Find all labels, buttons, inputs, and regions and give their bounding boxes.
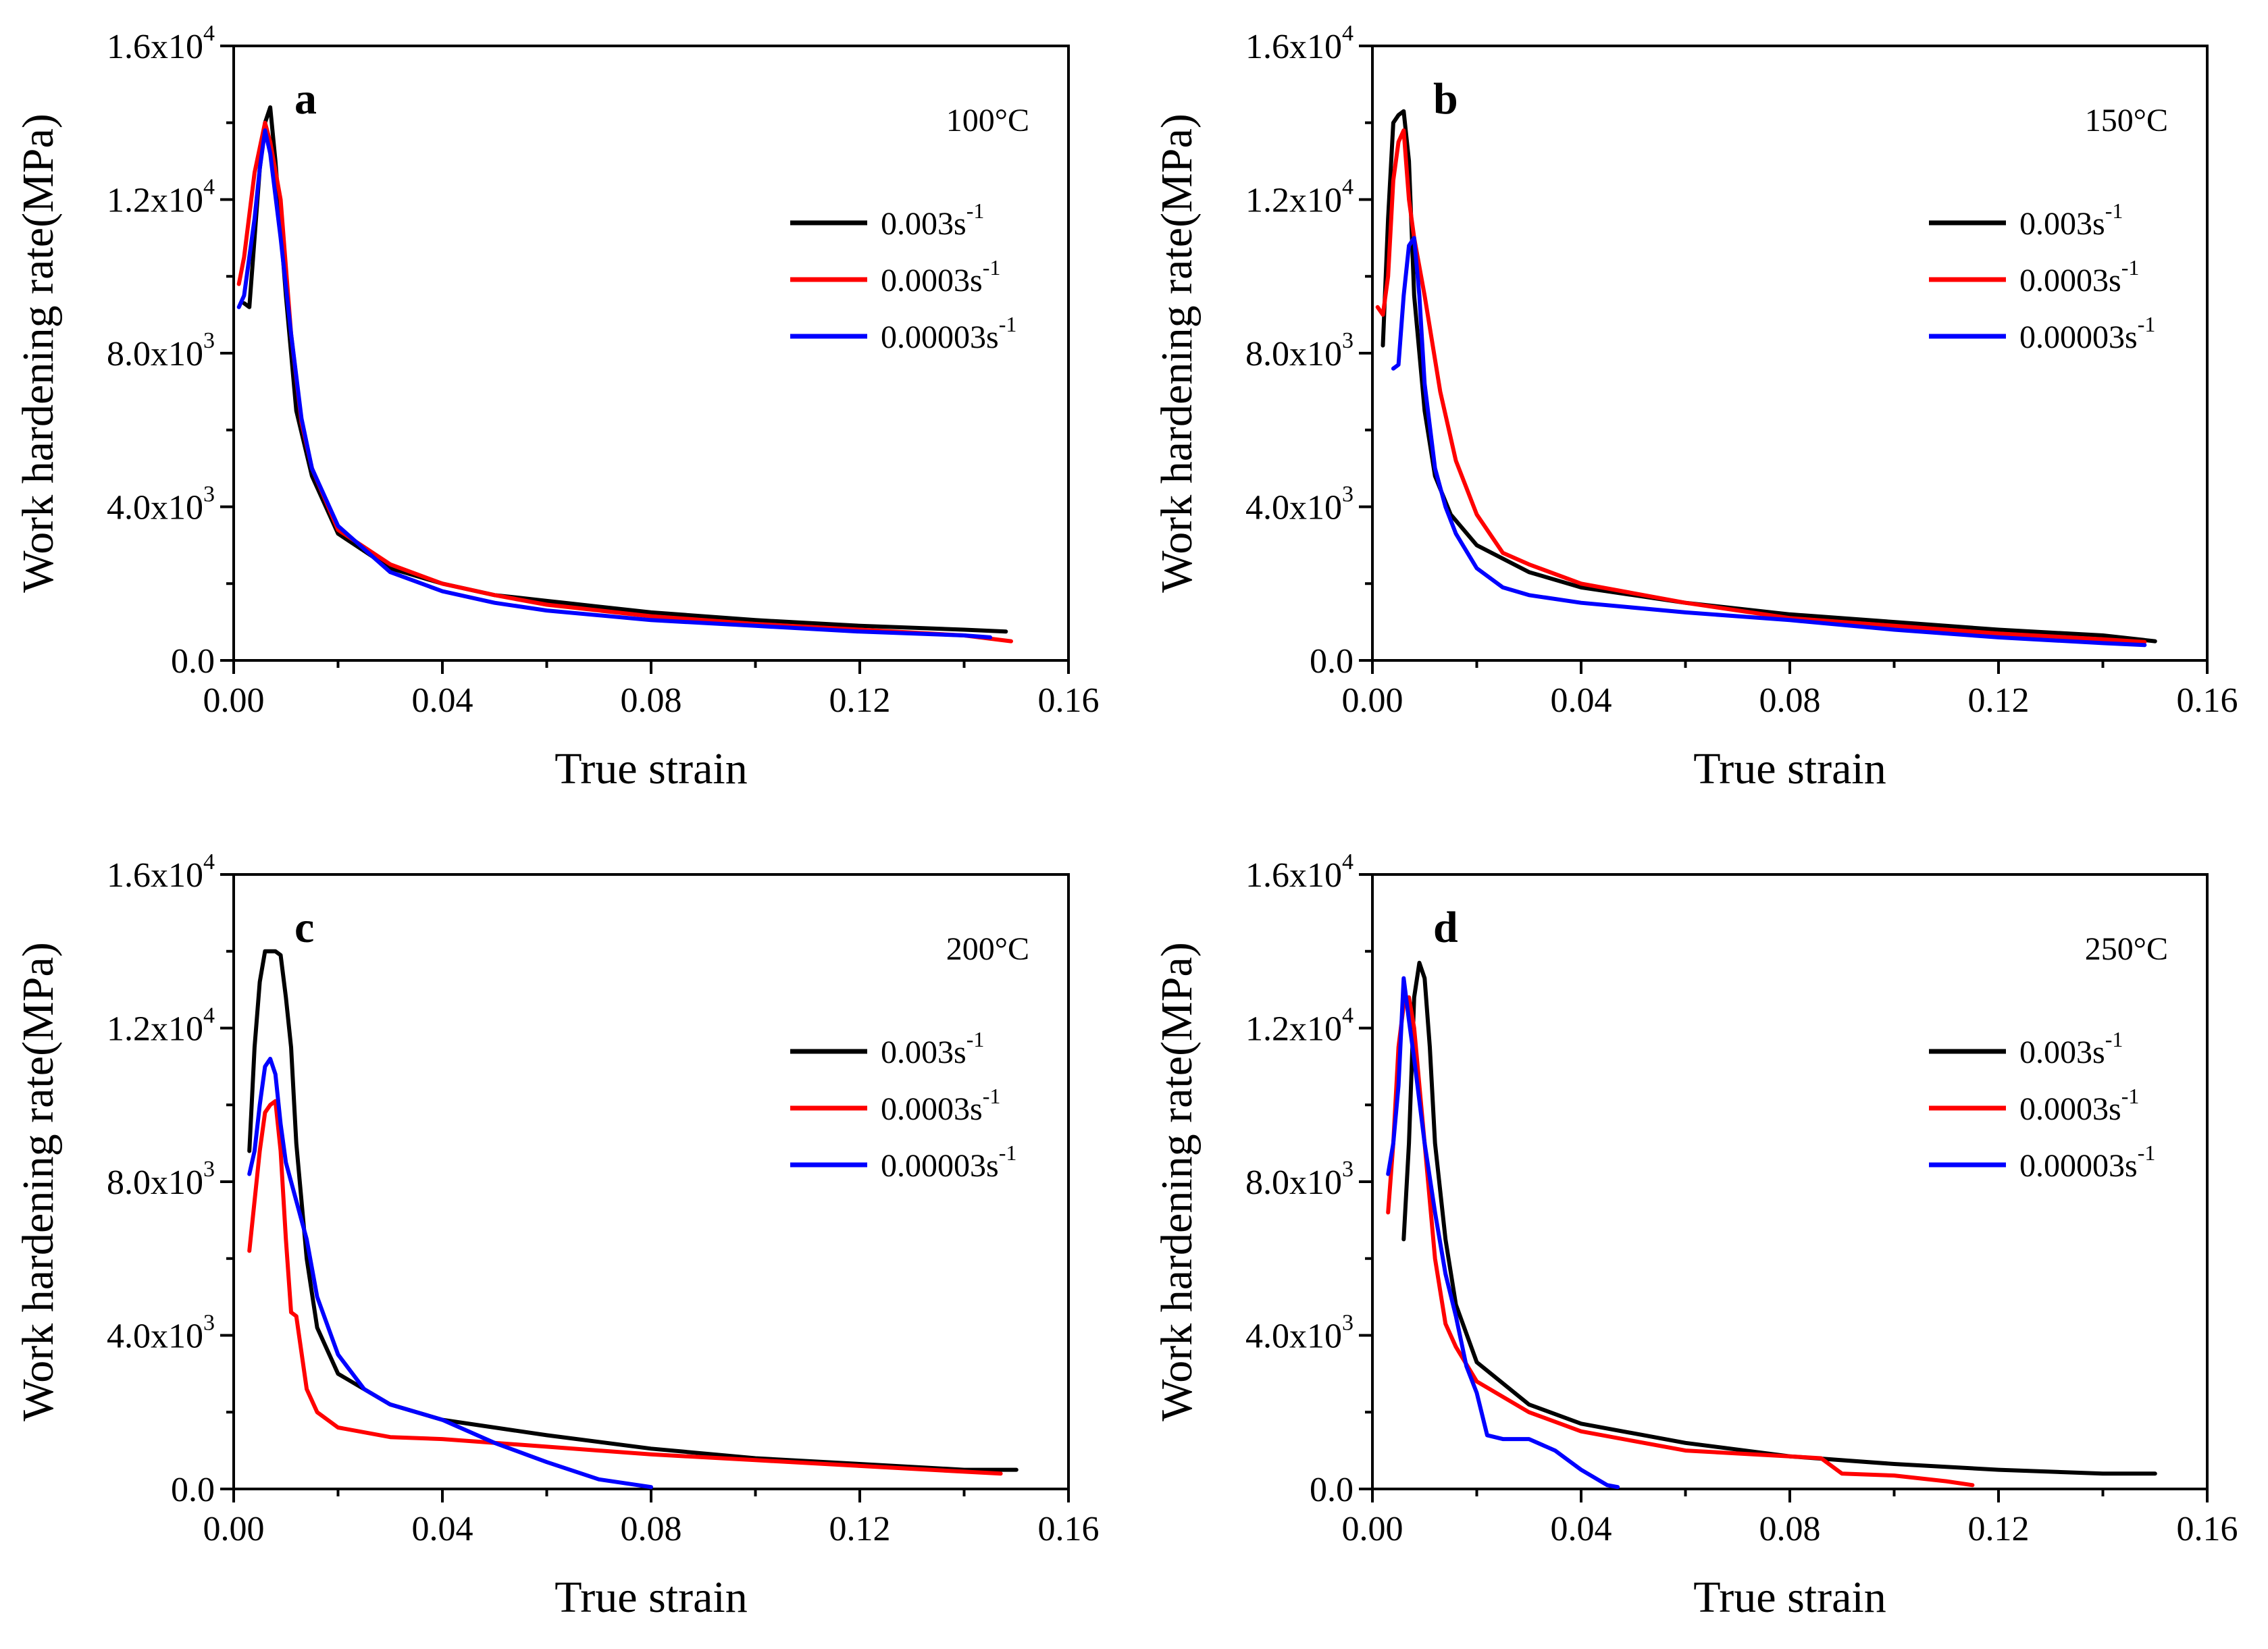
- x-tick-label: 0.00: [1342, 1510, 1403, 1548]
- legend-entry: 0.003s-1: [881, 1027, 984, 1070]
- x-tick-label: 0.16: [1038, 1510, 1100, 1548]
- panel-d: 0.00 0.04 0.08 0.12 0.16 0.0 4.0x103 8.0x103 1.2…: [1152, 849, 2238, 1622]
- y-tick-label: 4.0x103: [1245, 482, 1354, 527]
- panel-a: 0.00 0.04 0.08 0.12 0.16 0.0 4.0x103 8.0x103 1.2…: [14, 21, 1100, 793]
- panel-letter: d: [1433, 903, 1458, 952]
- x-tick-label: 0.12: [1968, 681, 2030, 720]
- y-tick-label: 1.2x104: [1245, 1003, 1354, 1049]
- x-tick-label: 0.16: [2177, 1510, 2238, 1548]
- x-axis-label: True strain: [1693, 1573, 1886, 1622]
- temperature-label: 150°C: [2085, 103, 2168, 138]
- x-tick-label: 0.12: [829, 1510, 891, 1548]
- x-axis-label: True strain: [1693, 744, 1886, 793]
- legend-entry: 0.003s-1: [881, 199, 984, 242]
- panel-b: 0.00 0.04 0.08 0.12 0.16 0.0 4.0x103 8.0x103 1.2…: [1152, 21, 2238, 793]
- y-tick-label: 4.0x103: [107, 1311, 215, 1356]
- legend-entry: 0.0003s-1: [881, 255, 1000, 298]
- y-tick-label: 8.0x103: [1245, 1157, 1354, 1202]
- series-line-1: [242, 105, 1008, 634]
- y-tick-label: 0.0: [171, 642, 215, 681]
- y-axis-label: Work hardening rate(MPa): [14, 942, 63, 1421]
- x-tick-label: 0.04: [1551, 681, 1612, 720]
- temperature-label: 100°C: [946, 103, 1029, 138]
- panel-c: 0.00 0.04 0.08 0.12 0.16 0.0 4.0x103 8.0x103 1.2…: [14, 849, 1100, 1622]
- x-tick-label: 0.08: [621, 1510, 682, 1548]
- y-tick-label: 4.0x103: [107, 482, 215, 527]
- y-axis-label: Work hardening rate(MPa): [1152, 113, 1202, 592]
- series-line-2: [1386, 995, 1975, 1488]
- y-tick-label: 8.0x103: [107, 1157, 215, 1202]
- y-tick-label: 1.2x104: [107, 1003, 215, 1049]
- y-tick-label: 0.0: [1310, 1471, 1354, 1509]
- x-tick-label: 0.08: [1759, 681, 1821, 720]
- series-line-2: [1375, 128, 2147, 644]
- y-tick-label: 8.0x103: [1245, 328, 1354, 373]
- x-tick-label: 0.04: [1551, 1510, 1612, 1548]
- panel-letter: a: [294, 74, 317, 124]
- x-tick-label: 0.12: [1968, 1510, 2030, 1548]
- x-tick-label: 0.04: [412, 681, 473, 720]
- x-tick-label: 0.08: [1759, 1510, 1821, 1548]
- x-axis-label: True strain: [555, 1573, 747, 1622]
- y-tick-label: 8.0x103: [107, 328, 215, 373]
- y-tick-label: 0.0: [1310, 642, 1354, 681]
- x-tick-label: 0.16: [2177, 681, 2238, 720]
- legend-entry: 0.0003s-1: [2019, 255, 2139, 298]
- legend-entry: 0.0003s-1: [2019, 1084, 2139, 1127]
- series-line-1: [1401, 960, 2157, 1476]
- temperature-label: 200°C: [946, 931, 1029, 967]
- series-line-2: [236, 120, 1013, 644]
- x-tick-label: 0.00: [1342, 681, 1403, 720]
- y-tick-label: 4.0x103: [1245, 1311, 1354, 1356]
- y-tick-label: 1.6x104: [1245, 21, 1354, 66]
- temperature-label: 250°C: [2085, 931, 2168, 967]
- legend-entry: 0.00003s-1: [2019, 312, 2155, 355]
- legend-entry: 0.003s-1: [2019, 199, 2123, 242]
- y-axis-label: Work hardening rate(MPa): [1152, 942, 1202, 1421]
- x-tick-label: 0.12: [829, 681, 891, 720]
- x-tick-label: 0.16: [1038, 681, 1100, 720]
- panel-letter: b: [1433, 74, 1458, 124]
- x-tick-label: 0.08: [621, 681, 682, 720]
- legend-entry: 0.00003s-1: [881, 312, 1016, 355]
- panel-letter: c: [294, 903, 314, 952]
- y-tick-label: 0.0: [171, 1471, 215, 1509]
- x-tick-label: 0.00: [203, 1510, 265, 1548]
- x-axis-label: True strain: [555, 744, 747, 793]
- series-line-2: [247, 1099, 1003, 1476]
- y-tick-label: 1.6x104: [107, 849, 215, 895]
- y-tick-label: 1.2x104: [1245, 175, 1354, 220]
- series-line-3: [1386, 976, 1620, 1490]
- y-tick-label: 1.2x104: [107, 175, 215, 220]
- legend-entry: 0.003s-1: [2019, 1027, 2123, 1070]
- series-line-3: [236, 128, 993, 639]
- y-axis-label: Work hardening rate(MPa): [14, 113, 63, 592]
- legend-entry: 0.00003s-1: [881, 1141, 1016, 1184]
- legend-entry: 0.0003s-1: [881, 1084, 1000, 1127]
- series-line-3: [247, 1057, 653, 1490]
- series-line-1: [247, 949, 1019, 1472]
- x-tick-label: 0.00: [203, 681, 265, 720]
- series-line-3: [1391, 236, 2147, 648]
- y-tick-label: 1.6x104: [1245, 849, 1354, 895]
- x-tick-label: 0.04: [412, 1510, 473, 1548]
- y-tick-label: 1.6x104: [107, 21, 215, 66]
- legend-entry: 0.00003s-1: [2019, 1141, 2155, 1184]
- series-line-1: [1381, 109, 2157, 644]
